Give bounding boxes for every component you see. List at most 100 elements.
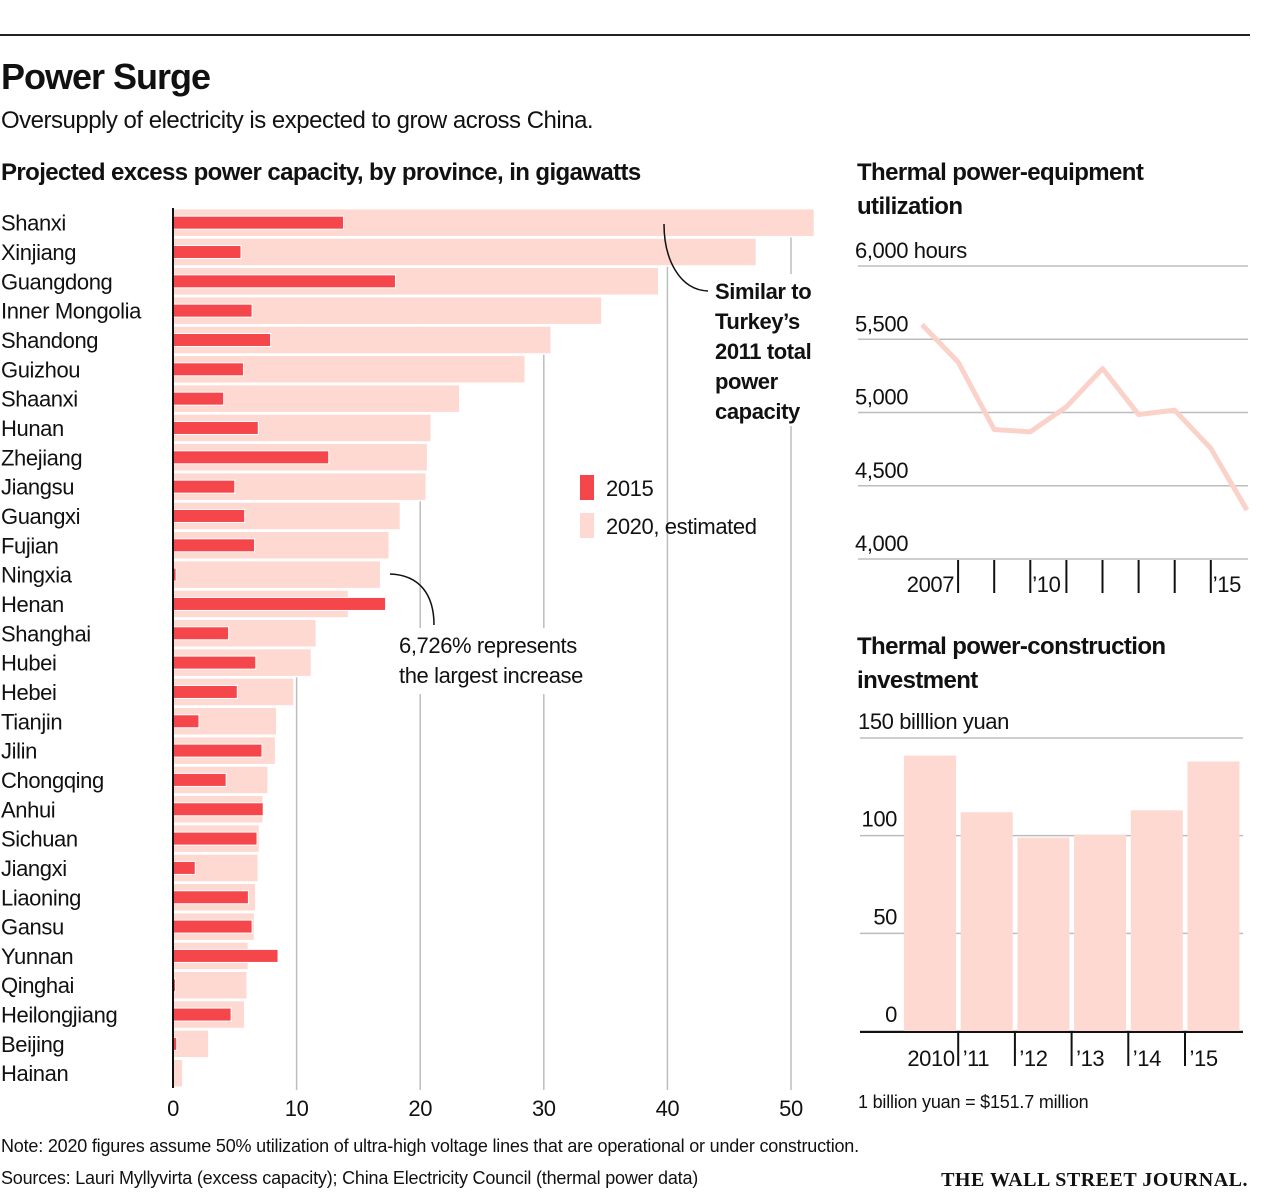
y-tick-label: 4,500 (855, 458, 908, 483)
x-tick-label: ’11 (963, 1046, 990, 1071)
province-label: Tianjin (1, 709, 62, 734)
province-label: Anhui (1, 797, 55, 822)
y-tick-label: 5,500 (855, 311, 908, 336)
province-label: Hubei (1, 651, 56, 676)
bar-2020 (173, 238, 756, 266)
province-label: Zhejiang (1, 445, 82, 470)
annotation-increase-text: 6,726% represents (399, 633, 577, 658)
page-subtitle: Oversupply of electricity is expected to… (1, 107, 593, 134)
bar-2015 (173, 832, 257, 845)
annotation-turkey-text: capacity (715, 399, 801, 424)
x-tick-label: 20 (408, 1096, 432, 1121)
investment-bar (904, 756, 956, 1031)
investment-bar (1074, 835, 1126, 1031)
footer-note: Note: 2020 figures assume 50% utilizatio… (1, 1136, 859, 1156)
bar-2015 (173, 597, 386, 610)
footer-sources: Sources: Lauri Myllyvirta (excess capaci… (1, 1168, 698, 1188)
bar-2015 (173, 304, 252, 317)
x-tick-label: 0 (167, 1096, 179, 1121)
x-tick-label: ’14 (1133, 1046, 1161, 1071)
bar-2015 (173, 949, 278, 962)
x-tick-label: 30 (532, 1096, 556, 1121)
province-label: Liaoning (1, 885, 81, 910)
y-tick-label: 4,000 (855, 531, 908, 556)
province-label: Ningxia (1, 563, 73, 588)
bar-2015 (173, 891, 248, 904)
province-label: Shanghai (1, 621, 91, 646)
y-tick-label: 50 (873, 904, 897, 929)
province-label: Beijing (1, 1032, 64, 1057)
x-tick-label: 40 (656, 1096, 680, 1121)
annotation-increase-text: the largest increase (399, 663, 583, 688)
investment-note: 1 billion yuan = $151.7 million (858, 1092, 1088, 1112)
bar-2015 (173, 656, 256, 669)
investment-bar-chart: 150 billlion yuan1005002010’11’12’13’14’… (858, 709, 1243, 1071)
bar-2015 (173, 333, 271, 346)
bar-2015 (173, 773, 226, 786)
bar-2015 (173, 539, 255, 552)
province-label: Hunan (1, 416, 64, 441)
x-tick-label: ’15 (1190, 1046, 1218, 1071)
legend-swatch-2020 (580, 513, 594, 538)
legend-label-2020: 2020, estimated (606, 514, 757, 539)
bar-2020 (173, 561, 381, 589)
bar-2015 (173, 421, 258, 434)
bar-2015 (173, 392, 224, 405)
annotation-turkey-text: power (715, 369, 779, 394)
investment-bar (961, 812, 1013, 1031)
investment-bar (1017, 838, 1069, 1031)
bar-2020 (173, 1059, 183, 1087)
bar-2015 (173, 216, 344, 229)
province-label: Gansu (1, 915, 64, 940)
annotation-turkey-text: Turkey’s (715, 309, 800, 334)
utilization-line (922, 325, 1247, 510)
x-tick-label: ’10 (1032, 572, 1060, 597)
bar-2015 (173, 451, 329, 464)
annotation-turkey-text: Similar to (715, 279, 811, 304)
investment-bar (1188, 761, 1240, 1031)
province-label: Shaanxi (1, 387, 78, 412)
province-label: Qinghai (1, 973, 74, 998)
province-label: Shanxi (1, 211, 66, 236)
province-label: Jilin (1, 739, 37, 764)
province-label: Guangdong (1, 269, 112, 294)
bar-2015 (173, 744, 262, 757)
x-tick-label: 50 (779, 1096, 803, 1121)
x-tick-label: 2007 (907, 572, 955, 597)
province-label: Guizhou (1, 357, 80, 382)
province-label: Inner Mongolia (1, 299, 142, 324)
x-tick-label: ’15 (1213, 572, 1241, 597)
province-chart-title: Projected excess power capacity, by prov… (1, 159, 641, 186)
y-tick-label: 6,000 hours (855, 238, 967, 263)
province-label: Henan (1, 592, 64, 617)
bar-2015 (173, 275, 395, 288)
bar-2015 (173, 920, 252, 933)
province-label: Heilongjiang (1, 1003, 117, 1028)
y-tick-label: 150 billlion yuan (858, 709, 1009, 734)
bar-2015 (173, 685, 237, 698)
x-tick-label: 2010 (907, 1046, 955, 1071)
page-title: Power Surge (1, 56, 210, 97)
legend-label-2015: 2015 (606, 476, 654, 501)
y-tick-label: 0 (885, 1002, 897, 1027)
y-tick-label: 100 (861, 807, 897, 832)
annotation-turkey-text: 2011 total (715, 339, 811, 364)
province-label: Xinjiang (1, 240, 76, 265)
bar-2015 (173, 363, 243, 376)
province-label: Hebei (1, 680, 56, 705)
province-label: Sichuan (1, 827, 78, 852)
bar-2015 (173, 480, 235, 493)
bar-2015 (173, 715, 199, 728)
bar-2015 (173, 509, 245, 522)
province-label: Jiangxi (1, 856, 67, 881)
annotation-leader (390, 574, 434, 625)
province-label: Fujian (1, 533, 59, 558)
province-label: Jiangsu (1, 475, 74, 500)
investment-bar (1131, 810, 1183, 1031)
bar-2015 (173, 861, 195, 874)
bar-2015 (173, 803, 263, 816)
x-tick-label: ’12 (1019, 1046, 1047, 1071)
bar-2015 (173, 1008, 231, 1021)
